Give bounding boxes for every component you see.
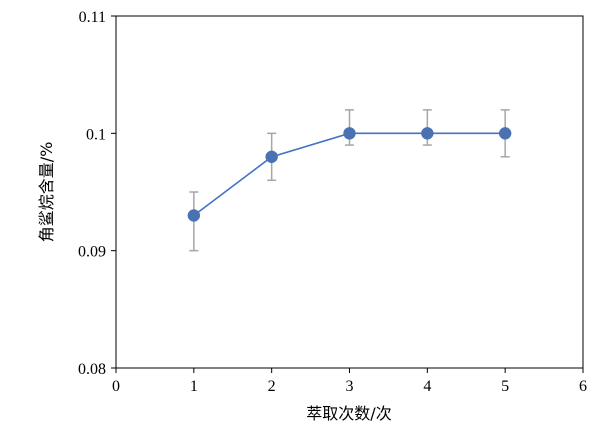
x-tick-label: 6 (579, 378, 587, 395)
x-tick-label: 0 (112, 378, 120, 395)
data-point (421, 127, 434, 140)
data-markers (187, 127, 512, 222)
y-tick-label: 0.09 (78, 244, 106, 261)
x-tick-label: 5 (501, 378, 509, 395)
data-point (187, 209, 201, 222)
x-tick-label: 4 (423, 378, 431, 395)
plot-area-frame (115, 15, 584, 369)
y-axis-title: 角鲨烷含量/% (37, 142, 56, 243)
y-tick-label: 0.11 (79, 9, 106, 26)
y-tick-label: 0.08 (78, 361, 106, 378)
x-axis-title: 萃取次数/次 (306, 404, 391, 423)
data-point (343, 127, 356, 140)
y-tick-label: 0.1 (86, 126, 106, 143)
x-tick-label: 3 (346, 378, 354, 395)
x-axis-tick-labels: 0 1 2 3 4 5 6 (112, 378, 587, 395)
data-point (265, 150, 278, 164)
x-axis-ticks (115, 368, 584, 373)
y-axis-ticks (111, 15, 116, 369)
data-point (498, 127, 512, 140)
x-tick-label: 1 (190, 378, 198, 395)
x-tick-label: 2 (268, 378, 276, 395)
y-axis-tick-labels: 0.08 0.09 0.1 0.11 (78, 9, 106, 378)
